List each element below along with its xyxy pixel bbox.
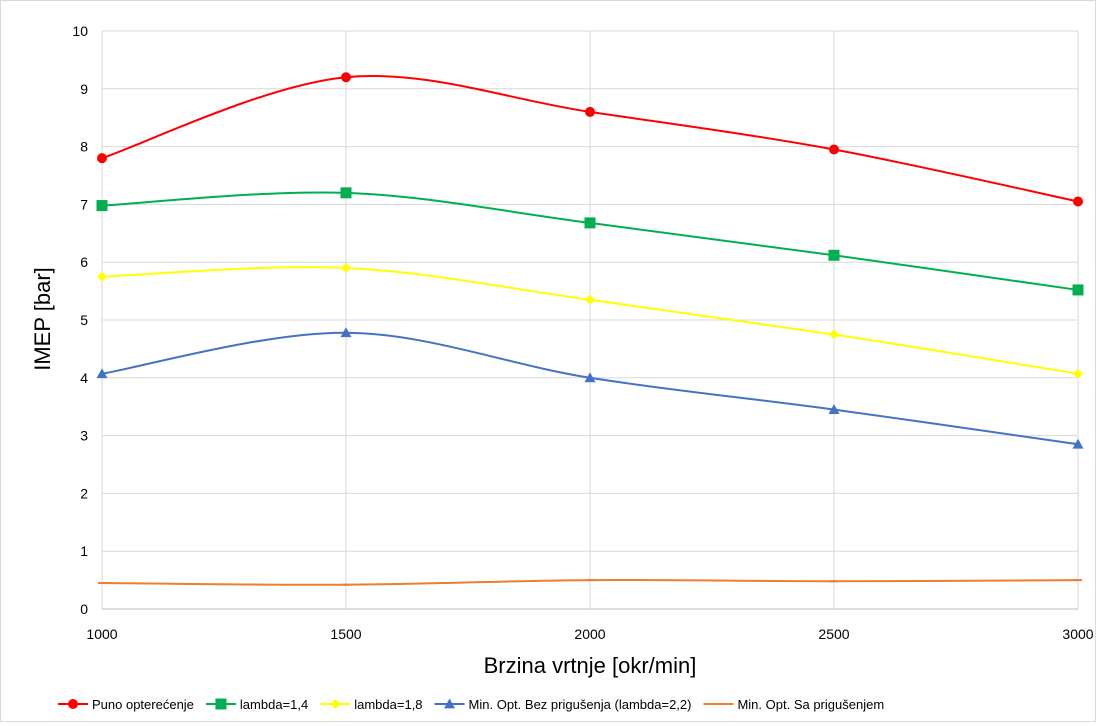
- legend-item: Min. Opt. Bez prigušenja (lambda=2,2): [434, 697, 692, 712]
- axis-layer: 0 1 2 3 4 5 6 7 8 9 10 1000 1500 2000 2500 3000: [72, 23, 1093, 642]
- legend-item: lambda=1,8: [320, 697, 423, 712]
- legend-marker: [444, 698, 456, 709]
- legend-label: lambda=1,4: [240, 697, 308, 712]
- x-tick-label: 2000: [574, 626, 605, 642]
- data-point: [585, 294, 595, 305]
- y-tick-label: 3: [80, 428, 88, 444]
- y-tick-label: 7: [80, 196, 88, 212]
- x-tick-label: 1000: [86, 626, 117, 642]
- data-point: [584, 217, 596, 229]
- data-point: [341, 72, 351, 83]
- legend: Puno opterećenje lambda=1,4 lambda=1,8 Min.…: [58, 697, 884, 712]
- y-tick-label: 9: [80, 81, 88, 97]
- y-tick-label: 5: [80, 312, 88, 328]
- legend-label: Min. Opt. Sa prigušenjem: [737, 697, 884, 712]
- data-point: [96, 200, 108, 212]
- y-tick-label: 2: [80, 485, 88, 501]
- data-point: [584, 372, 596, 383]
- y-tick-label: 10: [72, 23, 88, 39]
- data-point: [340, 187, 352, 199]
- data-point: [1073, 196, 1083, 207]
- data-point: [828, 249, 840, 261]
- data-point: [340, 327, 352, 338]
- legend-marker: [215, 698, 227, 710]
- x-axis-title: Brzina vrtnje [okr/min]: [484, 653, 697, 678]
- y-tick-label: 1: [80, 543, 88, 559]
- legend-label: Min. Opt. Bez prigušenja (lambda=2,2): [469, 697, 692, 712]
- legend-item: Min. Opt. Sa prigušenjem: [703, 697, 884, 712]
- data-point: [1072, 438, 1084, 449]
- data-point: [828, 404, 840, 414]
- data-point: [1073, 368, 1083, 379]
- marker-layer: [96, 72, 1084, 586]
- y-tick-label: 4: [80, 370, 88, 386]
- data-point: [829, 144, 839, 155]
- data-point: [97, 271, 107, 282]
- x-tick-label: 2500: [818, 626, 849, 642]
- y-tick-label: 8: [80, 139, 88, 155]
- data-point: [96, 368, 108, 379]
- x-tick-label: 1500: [330, 626, 361, 642]
- legend-marker: [68, 699, 78, 709]
- data-point: [585, 106, 595, 117]
- legend-item: lambda=1,4: [205, 697, 308, 712]
- legend-label: Puno opterećenje: [92, 697, 194, 712]
- data-point: [97, 153, 107, 164]
- data-point: [341, 262, 351, 273]
- legend-label: lambda=1,8: [354, 697, 422, 712]
- legend-item: Puno opterećenje: [58, 697, 194, 712]
- y-axis-title: IMEP [bar]: [30, 267, 55, 371]
- data-point: [1072, 284, 1084, 296]
- y-tick-label: 6: [80, 254, 88, 270]
- grid-layer: [101, 30, 1079, 610]
- legend-marker: [330, 699, 341, 709]
- data-point: [829, 329, 839, 340]
- x-tick-label: 3000: [1062, 626, 1093, 642]
- y-tick-label: 0: [80, 601, 88, 617]
